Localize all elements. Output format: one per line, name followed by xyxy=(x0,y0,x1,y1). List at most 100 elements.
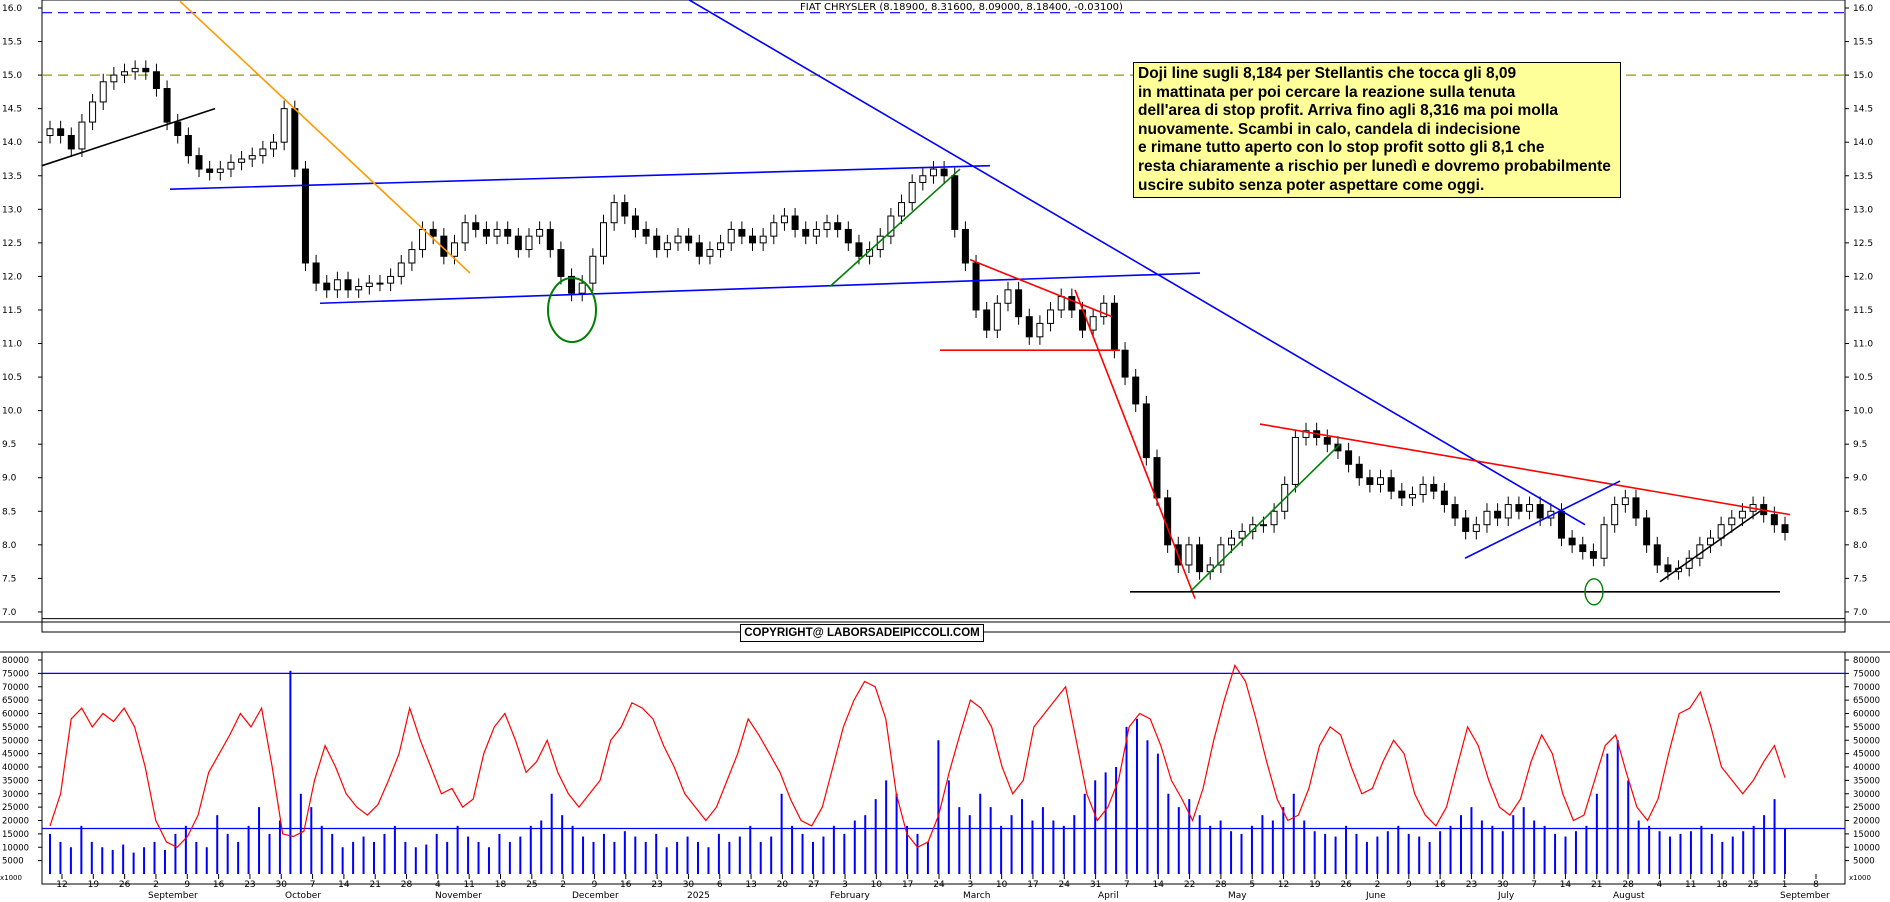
y-tick-label: 15.5 xyxy=(1853,38,1873,48)
x-month-label: May xyxy=(1228,891,1247,901)
y-tick-label: 16.0 xyxy=(2,4,22,14)
candle-body xyxy=(1653,544,1661,566)
x-tick-label: 7 xyxy=(310,880,316,890)
x-axis: 12 19 26 2 9 16 23 30 7 14 21 28 4 11 18 25 2 9 16 23 30 6 13 2… xyxy=(56,874,1830,901)
x-tick-label: 12 xyxy=(56,880,67,890)
candle-body xyxy=(1462,517,1470,532)
candle-body xyxy=(908,181,916,204)
y-tick-label: 15.0 xyxy=(2,71,22,81)
y-tick-label: 9.0 xyxy=(2,474,17,484)
candle-body xyxy=(1377,477,1385,485)
x-tick-label: 23 xyxy=(244,880,255,890)
x-tick-label: 9 xyxy=(184,880,190,890)
candle-body xyxy=(1611,504,1619,526)
candle-body xyxy=(834,222,842,230)
volume-tick-label: 75000 xyxy=(1853,669,1880,679)
candle-body xyxy=(887,215,895,237)
channel-bottom xyxy=(319,272,1201,305)
y-tick-label: 11.0 xyxy=(1853,340,1873,350)
y-tick-label: 13.5 xyxy=(1853,172,1873,182)
candle-body xyxy=(1345,450,1353,465)
candle-body xyxy=(1387,477,1395,492)
x-tick-label: 7 xyxy=(1124,880,1130,890)
volume-tick-label: 80000 xyxy=(1853,656,1880,666)
x-tick-label: 24 xyxy=(1059,880,1071,890)
annotation-line: e rimane tutto aperto con lo stop profit… xyxy=(1138,139,1545,157)
candle-body xyxy=(1089,316,1097,331)
resistance-april xyxy=(1074,289,1196,599)
candle-body xyxy=(89,101,97,123)
candle-body xyxy=(121,71,129,76)
chart-title: FIAT CHRYSLER (8.18900, 8.31600, 8.09000… xyxy=(800,2,1123,13)
candle-body xyxy=(1228,537,1236,546)
x-month-label: September xyxy=(1780,891,1830,901)
candle-body xyxy=(1302,430,1310,438)
candle-body xyxy=(1515,504,1523,512)
volume-tick-label: 70000 xyxy=(2,683,29,693)
x-tick-label: 2 xyxy=(560,880,566,890)
x-tick-label: 23 xyxy=(651,880,662,890)
x-tick-label: 19 xyxy=(1309,880,1321,890)
fast-downtrend xyxy=(179,0,471,274)
candle-body xyxy=(823,222,831,230)
candle-body xyxy=(142,67,150,73)
candle-body xyxy=(695,242,703,257)
candle-body xyxy=(195,155,203,170)
x-tick-label: 7 xyxy=(1531,880,1537,890)
y-tick-label: 14.0 xyxy=(1853,138,1873,148)
x-tick-label: 11 xyxy=(463,880,474,890)
candle-body xyxy=(578,282,586,294)
candle-body xyxy=(568,275,576,294)
y-tick-label: 7.5 xyxy=(2,574,16,584)
volume-tick-label: 75000 xyxy=(2,669,29,679)
annotation-line: Doji line sugli 8,184 per Stellantis che… xyxy=(1138,65,1517,82)
candle-body xyxy=(1238,530,1246,539)
y-tick-label: 11.0 xyxy=(2,340,22,350)
candle-body xyxy=(1132,376,1140,405)
candle-body xyxy=(1217,544,1225,566)
volume-tick-label: 55000 xyxy=(2,723,29,733)
candle-body xyxy=(802,228,810,237)
volume-tick-label: 5000 xyxy=(1853,857,1875,867)
candle-body xyxy=(365,282,373,287)
candle-body xyxy=(248,155,256,160)
candle-body xyxy=(631,215,639,230)
x-tick-label: 9 xyxy=(592,880,598,890)
y-tick-label: 12.0 xyxy=(1853,272,1873,282)
x-tick-label: 2 xyxy=(1375,880,1381,890)
x-tick-label: 16 xyxy=(1434,880,1446,890)
candle-body xyxy=(1270,510,1278,526)
x-tick-label: 5 xyxy=(1249,880,1255,890)
y-tick-label: 15.0 xyxy=(1853,71,1873,81)
candle-body xyxy=(472,222,480,230)
candle-body xyxy=(206,168,214,173)
y-tick-label: 7.0 xyxy=(1853,608,1868,618)
volume-tick-label: 15000 xyxy=(2,830,29,840)
candle-body xyxy=(663,242,671,251)
candle-body xyxy=(1717,524,1725,539)
volume-tick-label: 50000 xyxy=(1853,736,1880,746)
candle-body xyxy=(1781,524,1789,533)
candle-body xyxy=(855,242,863,257)
candle-body xyxy=(408,249,416,264)
candle-body xyxy=(482,228,490,237)
candle-body xyxy=(1536,504,1544,519)
candle-body xyxy=(812,228,820,237)
candle-body xyxy=(1057,296,1065,311)
volume-tick-label: 15000 xyxy=(1853,830,1880,840)
candle-body xyxy=(1153,457,1161,499)
y-tick-label: 14.0 xyxy=(2,138,22,148)
support-may xyxy=(1189,443,1341,593)
x-tick-label: 24 xyxy=(933,880,945,890)
x-tick-label: 23 xyxy=(1466,880,1477,890)
support-august xyxy=(1659,510,1761,583)
x-month-label: February xyxy=(830,891,871,901)
candle-body xyxy=(1483,510,1491,526)
x-tick-label: 21 xyxy=(1591,880,1602,890)
annotation-line: uscire subito senza poter aspettare come… xyxy=(1138,176,1485,194)
candle-body xyxy=(951,175,959,230)
volume-tick-label: 45000 xyxy=(1853,750,1880,760)
candle-body xyxy=(1706,537,1714,546)
highlight-ellipse-july xyxy=(1584,578,1604,606)
x-tick-label: 14 xyxy=(1560,880,1572,890)
